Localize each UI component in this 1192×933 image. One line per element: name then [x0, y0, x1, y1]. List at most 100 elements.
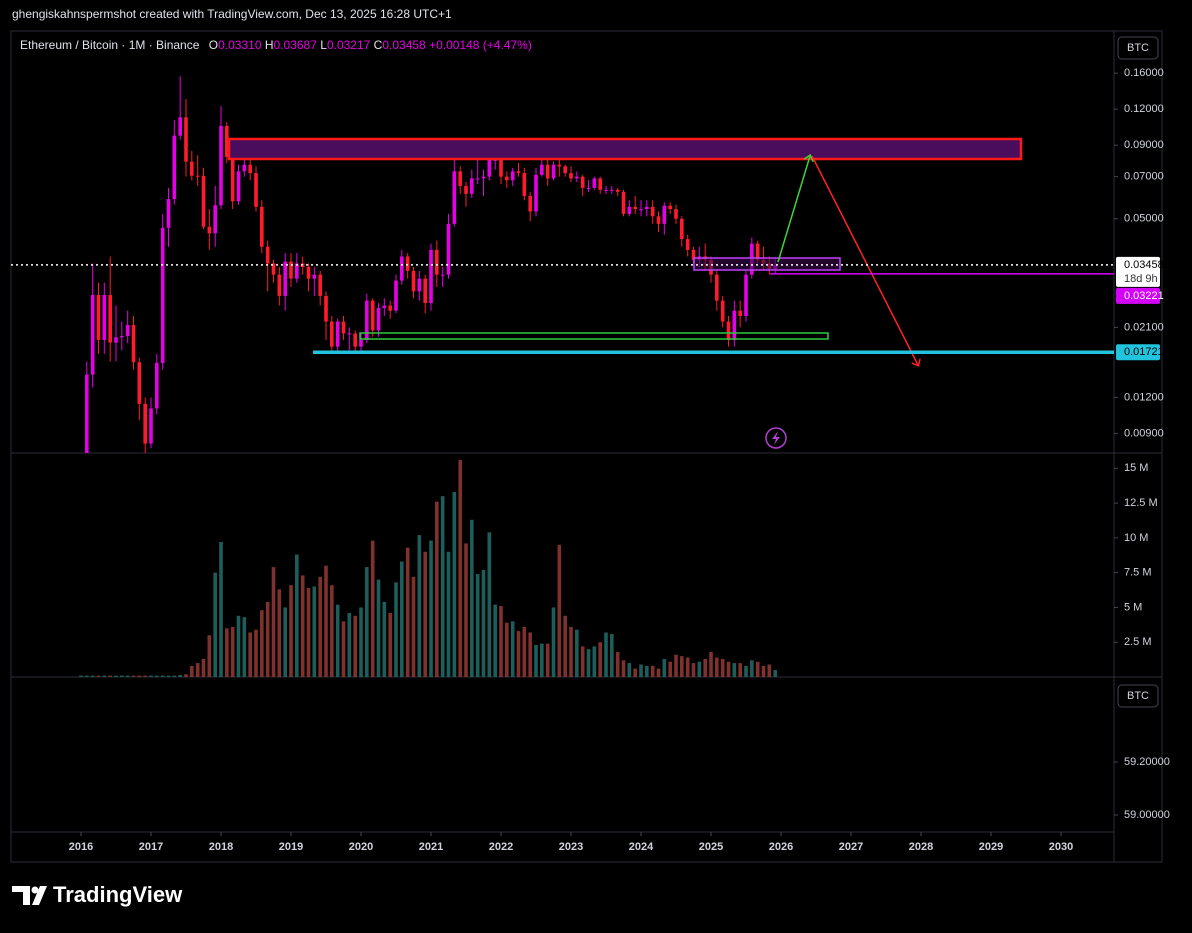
volume-bar	[201, 658, 206, 677]
volume-bar	[720, 658, 725, 677]
level-label: 0.03221	[1124, 290, 1164, 302]
level-label: 0.01721	[1124, 346, 1164, 358]
candle-body	[417, 278, 422, 292]
candle-body	[114, 337, 118, 343]
candle-body	[155, 363, 159, 409]
volume-bar	[475, 574, 480, 677]
candle-body	[534, 174, 538, 212]
candle-body	[201, 175, 206, 227]
logo-text: TradingView	[53, 882, 183, 907]
volume-bar	[184, 674, 188, 677]
candle-body	[96, 294, 101, 340]
candle-body	[283, 261, 287, 296]
volume-bar	[761, 665, 766, 677]
candle-body	[277, 274, 282, 296]
volume-bar	[271, 567, 276, 677]
volume-bar	[190, 665, 194, 677]
resistance-zone	[227, 137, 1023, 161]
candle-body	[312, 274, 317, 279]
candle-body	[178, 117, 182, 136]
candle-body	[481, 176, 486, 179]
volume-bar	[213, 572, 217, 677]
volume-bar	[621, 660, 626, 677]
volume-bar	[376, 579, 381, 677]
y-tick-label: 5 M	[1124, 601, 1142, 613]
volume-bar	[388, 613, 392, 677]
candle-body	[732, 310, 737, 340]
symbol: Ethereum / Bitcoin · 1M · Binance	[20, 38, 200, 52]
candle-body	[335, 321, 340, 347]
candle-body	[744, 274, 748, 316]
volume-bar	[726, 661, 731, 677]
volume-bar	[773, 670, 777, 677]
x-tick-label: 2023	[559, 841, 583, 853]
volume-bar	[365, 567, 369, 677]
candle-body	[394, 280, 398, 311]
volume-bar	[324, 565, 328, 677]
volume-bar	[510, 621, 515, 677]
candle-body	[621, 191, 626, 214]
volume-bar	[592, 646, 597, 677]
volume-bar	[458, 459, 462, 677]
volume-bar	[400, 561, 404, 677]
volume-bar	[248, 632, 252, 677]
candle-body	[341, 321, 346, 334]
volume-bar	[685, 657, 690, 677]
candle-body	[236, 171, 241, 202]
volume-bar	[697, 661, 702, 677]
volume-bar	[481, 569, 486, 677]
candle-body	[90, 294, 95, 375]
volume-bar	[131, 675, 136, 677]
candle-body	[213, 205, 217, 234]
candle-body	[353, 333, 357, 347]
candle-body	[627, 206, 632, 214]
volume-bar	[452, 491, 457, 677]
candle-body	[575, 176, 579, 179]
volume-bar	[120, 675, 124, 677]
candle-body	[615, 189, 620, 192]
volume-bar	[563, 615, 567, 677]
x-tick-label: 2025	[699, 841, 723, 853]
candle-body	[610, 189, 614, 191]
candle-body	[125, 325, 130, 337]
volume-bar	[207, 635, 212, 677]
volume-bar	[557, 544, 562, 677]
candle-body	[271, 263, 276, 275]
candle-body	[207, 226, 212, 234]
candle-body	[551, 164, 556, 179]
volume-bar	[750, 660, 754, 677]
candle-body	[219, 125, 223, 206]
candle-body	[260, 206, 264, 247]
volume-bar	[545, 643, 550, 677]
volume-bar	[90, 675, 95, 677]
x-tick-label: 2024	[629, 841, 654, 853]
candle-body	[330, 321, 334, 347]
y-tick-label: 0.16000	[1124, 67, 1164, 79]
countdown: 18d 9h	[1124, 273, 1158, 285]
alert-icon[interactable]	[765, 427, 787, 449]
volume-bar	[429, 540, 433, 677]
volume-bar	[645, 665, 649, 677]
x-tick-label: 2018	[209, 841, 233, 853]
volume-bar	[353, 615, 357, 677]
volume-bar	[767, 664, 772, 677]
volume-bar	[143, 675, 147, 677]
axis-unit: BTC	[1127, 690, 1149, 702]
x-tick-label: 2022	[489, 841, 513, 853]
volume-bar	[516, 631, 521, 677]
volume-bar	[289, 585, 293, 677]
level-box	[1116, 344, 1160, 361]
volume-bar	[125, 675, 130, 677]
y-tick-label: 0.05000	[1124, 213, 1164, 225]
ohlc-key: H	[265, 38, 274, 52]
volume-bar	[668, 661, 672, 677]
volume-bar	[394, 582, 398, 677]
candle-body	[376, 308, 381, 331]
candle-body	[452, 171, 457, 224]
volume-bar	[633, 668, 637, 677]
ohlc-key: O	[209, 38, 218, 52]
volume-bar	[493, 604, 497, 677]
volume-bar	[598, 642, 602, 677]
candle-body	[680, 218, 684, 240]
candle-body	[738, 310, 742, 316]
